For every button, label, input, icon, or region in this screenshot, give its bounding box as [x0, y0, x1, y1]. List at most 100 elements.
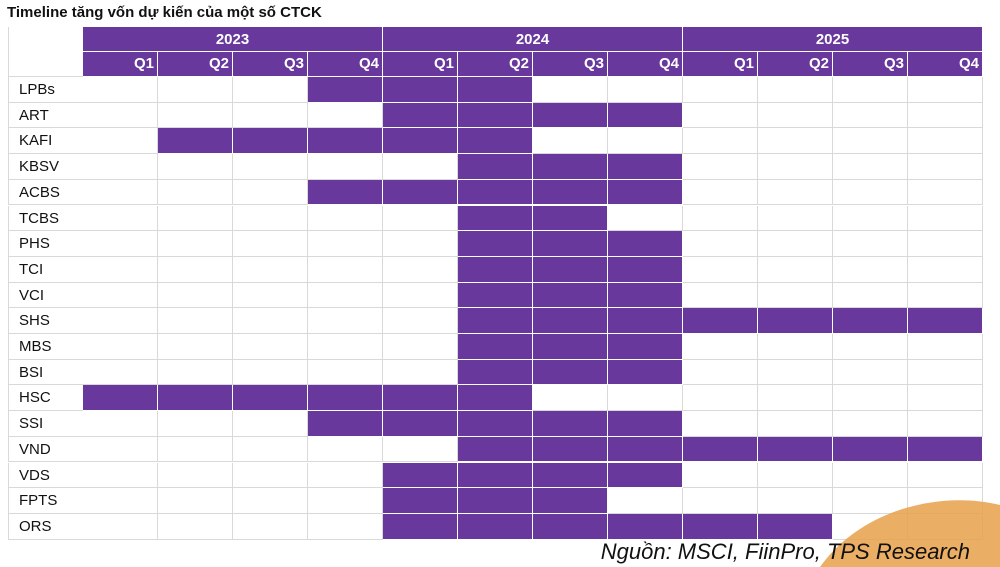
timeline-bar-cell — [608, 359, 683, 386]
timeline-bar-cell — [533, 231, 608, 257]
timeline-empty-cell — [83, 77, 158, 103]
timeline-empty-cell — [158, 462, 233, 489]
timeline-empty-cell — [233, 154, 308, 180]
timeline-empty-cell — [233, 282, 308, 309]
timeline-bar-cell — [458, 282, 533, 309]
row-label: FPTS — [8, 488, 83, 514]
timeline-bar-cell — [158, 128, 233, 155]
timeline-empty-cell — [158, 154, 233, 180]
timeline-empty-cell — [383, 308, 458, 334]
timeline-bar-cell — [608, 102, 683, 129]
quarter-header: Q4 — [908, 52, 983, 77]
timeline-empty-cell — [833, 411, 908, 437]
timeline-empty-cell — [383, 334, 458, 360]
timeline-bar-cell — [383, 77, 458, 103]
timeline-bar-cell — [833, 308, 908, 334]
timeline-empty-cell — [308, 334, 383, 360]
timeline-bar-cell — [458, 231, 533, 257]
timeline-empty-cell — [308, 513, 383, 540]
timeline-bar-cell — [683, 308, 758, 334]
timeline-bar-cell — [608, 256, 683, 283]
timeline-empty-cell — [908, 411, 983, 437]
timeline-empty-cell — [833, 256, 908, 283]
timeline-bar-cell — [533, 256, 608, 283]
year-header: 2023 — [83, 27, 383, 52]
timeline-bar-cell — [608, 154, 683, 180]
timeline-empty-cell — [683, 154, 758, 180]
quarter-header: Q1 — [383, 52, 458, 77]
timeline-empty-cell — [158, 436, 233, 463]
timeline-bar-cell — [458, 128, 533, 155]
timeline-empty-cell — [833, 102, 908, 129]
timeline-bar-cell — [458, 256, 533, 283]
timeline-empty-cell — [83, 359, 158, 386]
timeline-empty-cell — [83, 334, 158, 360]
timeline-empty-cell — [233, 308, 308, 334]
quarter-header: Q4 — [608, 52, 683, 77]
quarter-header: Q3 — [233, 52, 308, 77]
timeline-empty-cell — [233, 77, 308, 103]
timeline-empty-cell — [308, 231, 383, 257]
timeline-empty-cell — [158, 231, 233, 257]
timeline-empty-cell — [908, 462, 983, 489]
timeline-empty-cell — [83, 102, 158, 129]
timeline-empty-cell — [683, 282, 758, 309]
decorative-swoosh — [820, 500, 1000, 567]
timeline-bar-cell — [158, 385, 233, 412]
timeline-empty-cell — [608, 128, 683, 155]
timeline-empty-cell — [158, 488, 233, 514]
timeline-empty-cell — [158, 205, 233, 232]
timeline-bar-cell — [308, 385, 383, 412]
timeline-bar-cell — [233, 385, 308, 412]
timeline-empty-cell — [908, 231, 983, 257]
timeline-empty-cell — [308, 282, 383, 309]
timeline-empty-cell — [908, 77, 983, 103]
timeline-empty-cell — [308, 462, 383, 489]
quarter-header: Q2 — [458, 52, 533, 77]
timeline-empty-cell — [383, 436, 458, 463]
timeline-empty-cell — [758, 179, 833, 206]
timeline-empty-cell — [758, 154, 833, 180]
timeline-empty-cell — [908, 102, 983, 129]
timeline-bar-cell — [608, 179, 683, 206]
timeline-empty-cell — [233, 205, 308, 232]
timeline-empty-cell — [758, 256, 833, 283]
timeline-empty-cell — [233, 334, 308, 360]
timeline-empty-cell — [533, 128, 608, 155]
timeline-bar-cell — [533, 513, 608, 540]
timeline-empty-cell — [683, 462, 758, 489]
timeline-empty-cell — [683, 385, 758, 412]
timeline-empty-cell — [608, 385, 683, 412]
timeline-bar-cell — [608, 411, 683, 437]
timeline-empty-cell — [908, 205, 983, 232]
timeline-empty-cell — [758, 102, 833, 129]
timeline-bar-cell — [83, 385, 158, 412]
timeline-bar-cell — [308, 77, 383, 103]
timeline-empty-cell — [683, 77, 758, 103]
timeline-bar-cell — [308, 179, 383, 206]
timeline-empty-cell — [308, 154, 383, 180]
timeline-empty-cell — [533, 77, 608, 103]
timeline-bar-cell — [608, 334, 683, 360]
timeline-empty-cell — [233, 436, 308, 463]
timeline-empty-cell — [233, 462, 308, 489]
timeline-empty-cell — [233, 411, 308, 437]
timeline-empty-cell — [158, 334, 233, 360]
timeline-empty-cell — [158, 179, 233, 206]
timeline-empty-cell — [683, 128, 758, 155]
timeline-bar-cell — [458, 102, 533, 129]
timeline-bar-cell — [833, 436, 908, 463]
timeline-bar-cell — [458, 385, 533, 412]
quarter-header: Q3 — [533, 52, 608, 77]
timeline-empty-cell — [83, 128, 158, 155]
timeline-bar-cell — [758, 513, 833, 540]
timeline-empty-cell — [833, 179, 908, 206]
timeline-empty-cell — [758, 385, 833, 412]
timeline-bar-cell — [458, 462, 533, 489]
row-label: KAFI — [8, 128, 83, 155]
timeline-empty-cell — [233, 179, 308, 206]
timeline-bar-cell — [683, 513, 758, 540]
timeline-empty-cell — [233, 359, 308, 386]
row-label: HSC — [8, 385, 83, 412]
timeline-empty-cell — [383, 154, 458, 180]
